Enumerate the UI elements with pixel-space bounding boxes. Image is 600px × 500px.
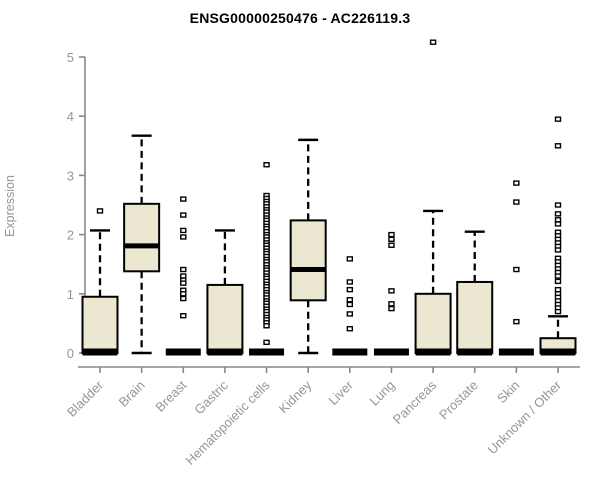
outlier-point [346, 286, 354, 293]
collapsed-box-bar [249, 348, 285, 356]
outlier-point [263, 339, 270, 346]
x-tick-label: Lung [367, 378, 398, 409]
outlier-point [180, 291, 187, 297]
median-bar-zero [540, 348, 576, 356]
outlier-point [554, 247, 562, 253]
box-rect [289, 219, 327, 302]
x-tick-label: Liver [325, 377, 356, 408]
x-tick-label: Unknown / Other [485, 377, 565, 457]
outlier-point [346, 301, 354, 308]
x-tick-label: Breast [152, 377, 189, 414]
outlier-point [554, 278, 562, 285]
box-rect [206, 283, 244, 355]
outlier-point [554, 286, 562, 293]
x-tick-label: Brain [116, 378, 148, 410]
outlier-point [180, 313, 187, 319]
box-group-gastric [206, 229, 244, 356]
outlier-point [180, 280, 187, 286]
outlier-point [388, 231, 395, 238]
outlier-point [388, 305, 395, 312]
y-tick-label: 0 [67, 346, 74, 361]
outlier-point [513, 266, 520, 273]
box-group-prostate [456, 230, 494, 356]
box-rect [414, 292, 452, 354]
outlier-point [388, 288, 395, 294]
outlier-point [346, 279, 354, 285]
median-bar-zero [457, 348, 493, 356]
x-tick-label: Skin [494, 378, 522, 406]
outlier-point [554, 116, 562, 122]
collapsed-box-bar [165, 348, 201, 356]
box-group-kidney [289, 138, 327, 355]
box-rect [81, 295, 119, 355]
y-tick-label: 2 [67, 228, 74, 243]
x-tick-label: Gastric [191, 377, 231, 417]
x-tick-label: Bladder [64, 377, 107, 420]
box-group-brain [123, 134, 161, 355]
median-bar-zero [207, 348, 243, 356]
outlier-point [388, 301, 395, 307]
outlier-point [513, 199, 520, 205]
collapsed-box-bar [332, 348, 368, 356]
outlier-point [346, 297, 354, 303]
y-tick-label: 5 [67, 50, 74, 65]
box-group-pancreas [414, 39, 452, 356]
outlier-point [554, 221, 562, 227]
box-group-bladder [81, 208, 119, 356]
median-bar-zero [82, 348, 118, 356]
x-tick-label: Prostate [436, 378, 481, 423]
outlier-point [180, 196, 187, 202]
y-tick-label: 3 [67, 168, 74, 183]
x-tick-label: Kidney [276, 377, 315, 416]
box-group-breast [165, 196, 201, 356]
outlier-point [180, 295, 187, 302]
outlier-point [180, 273, 187, 279]
outlier-point [554, 143, 562, 149]
box-group-hematopoietic-cells [249, 162, 285, 356]
outlier-point [513, 180, 520, 186]
outlier-point [180, 227, 187, 234]
chart-title: ENSG00000250476 - AC226119.3 [189, 10, 411, 26]
collapsed-box-bar [373, 348, 409, 356]
outlier-point [263, 323, 270, 329]
outlier-point [96, 208, 104, 214]
y-axis-title: Expression [3, 175, 17, 237]
outlier-point [180, 212, 187, 218]
outlier-point [180, 266, 187, 273]
outlier-point [346, 311, 354, 317]
collapsed-box-bar [498, 348, 534, 356]
outlier-point [388, 236, 395, 243]
y-tick-label: 4 [67, 109, 74, 124]
box-group-liver [332, 256, 368, 356]
box-rect [123, 202, 161, 273]
box-rect [456, 280, 494, 354]
outlier-point [554, 273, 562, 279]
box-group-skin [498, 180, 534, 356]
box-group-lung [373, 231, 409, 356]
outlier-point [554, 308, 562, 315]
outlier-point [263, 162, 270, 168]
outlier-point [429, 39, 437, 45]
outlier-point [554, 217, 562, 223]
outlier-point [346, 326, 354, 332]
y-tick-label: 1 [67, 287, 74, 302]
outlier-point [554, 202, 562, 208]
outlier-point [180, 234, 187, 240]
median-bar-zero [415, 348, 451, 356]
outlier-point [346, 256, 354, 262]
outlier-point [554, 211, 562, 217]
x-tick-label: Pancreas [390, 377, 440, 427]
box-group-unknown-other [539, 116, 577, 356]
outlier-point [513, 318, 520, 325]
outlier-point [388, 242, 395, 248]
